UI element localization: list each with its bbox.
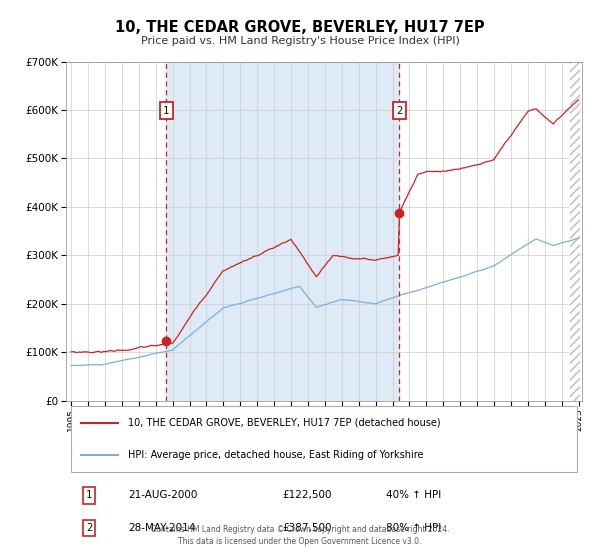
FancyBboxPatch shape: [71, 407, 577, 472]
Text: 10, THE CEDAR GROVE, BEVERLEY, HU17 7EP (detached house): 10, THE CEDAR GROVE, BEVERLEY, HU17 7EP …: [128, 418, 440, 428]
Text: 1: 1: [86, 491, 92, 501]
Bar: [166, 62, 400, 400]
Text: 10, THE CEDAR GROVE, BEVERLEY, HU17 7EP: 10, THE CEDAR GROVE, BEVERLEY, HU17 7EP: [115, 20, 485, 35]
Text: £387,500: £387,500: [283, 523, 332, 533]
Text: 2: 2: [86, 523, 92, 533]
Text: 28-MAY-2014: 28-MAY-2014: [128, 523, 195, 533]
Text: HPI: Average price, detached house, East Riding of Yorkshire: HPI: Average price, detached house, East…: [128, 450, 424, 460]
Text: Price paid vs. HM Land Registry's House Price Index (HPI): Price paid vs. HM Land Registry's House …: [140, 36, 460, 46]
Text: 40% ↑ HPI: 40% ↑ HPI: [386, 491, 441, 501]
Text: £122,500: £122,500: [283, 491, 332, 501]
Text: 80% ↑ HPI: 80% ↑ HPI: [386, 523, 441, 533]
Text: Contains HM Land Registry data © Crown copyright and database right 2024.
This d: Contains HM Land Registry data © Crown c…: [151, 525, 449, 546]
Text: 2: 2: [397, 106, 403, 116]
Text: 1: 1: [163, 106, 169, 116]
Bar: [570, 62, 580, 400]
Text: 21-AUG-2000: 21-AUG-2000: [128, 491, 197, 501]
